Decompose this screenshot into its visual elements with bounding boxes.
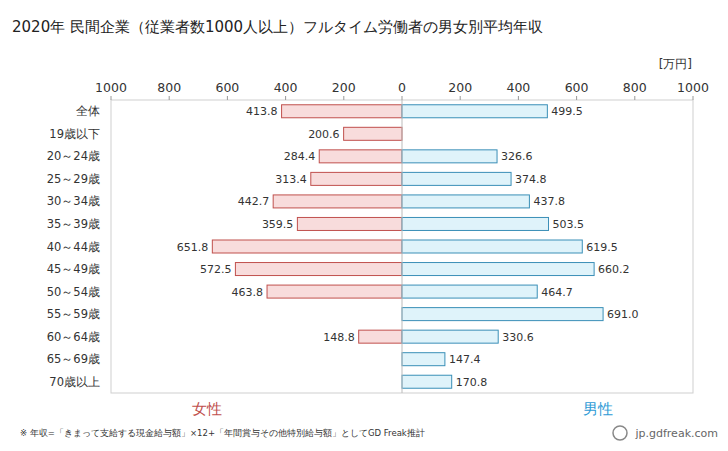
category-label: 40～44歳 bbox=[47, 240, 100, 254]
tick-label: 600 bbox=[215, 80, 239, 95]
bar bbox=[402, 150, 497, 163]
category-label: 19歳以下 bbox=[49, 127, 100, 141]
tick-label: 400 bbox=[506, 80, 530, 95]
bar bbox=[273, 195, 402, 208]
axis-unit: [万円] bbox=[659, 57, 692, 71]
tick-mark bbox=[169, 96, 170, 100]
tick-label: 800 bbox=[157, 80, 181, 95]
bar bbox=[402, 375, 452, 388]
bar bbox=[311, 172, 402, 185]
bar bbox=[235, 263, 402, 276]
data-label: 619.5 bbox=[586, 241, 618, 254]
tick-label: 800 bbox=[623, 80, 647, 95]
data-label: 148.8 bbox=[323, 331, 355, 344]
data-label: 660.2 bbox=[598, 263, 630, 276]
bar bbox=[267, 285, 402, 298]
data-label: 499.5 bbox=[551, 105, 583, 118]
data-label: 691.0 bbox=[607, 308, 639, 321]
data-label: 170.8 bbox=[456, 376, 488, 389]
tick-mark bbox=[343, 96, 344, 100]
category-label: 65～69歳 bbox=[47, 352, 100, 366]
bar bbox=[402, 217, 549, 230]
data-label: 284.4 bbox=[284, 150, 316, 163]
bar bbox=[402, 105, 547, 118]
data-label: 200.6 bbox=[308, 128, 340, 141]
bar bbox=[402, 240, 582, 253]
data-label: 437.8 bbox=[533, 195, 565, 208]
category-label: 全体 bbox=[76, 104, 100, 118]
bars bbox=[212, 105, 603, 388]
data-label: 413.8 bbox=[246, 105, 278, 118]
tick-label: 600 bbox=[565, 80, 589, 95]
bar bbox=[402, 330, 498, 343]
chart: 2020年 民間企業（従業者数1000人以上）フルタイム労働者の男女別平均年収 [… bbox=[0, 0, 728, 451]
bar bbox=[402, 263, 594, 276]
bar bbox=[297, 217, 402, 230]
logo bbox=[613, 426, 627, 440]
data-label: 442.7 bbox=[238, 195, 270, 208]
data-label: 313.4 bbox=[275, 173, 307, 186]
tick-label: 0 bbox=[398, 80, 406, 95]
tick-label: 400 bbox=[274, 80, 298, 95]
category-label: 60～64歳 bbox=[47, 330, 100, 344]
bar bbox=[402, 172, 511, 185]
center-axis bbox=[402, 100, 403, 393]
data-label: 651.8 bbox=[177, 241, 209, 254]
tick-mark bbox=[460, 96, 461, 100]
data-label: 330.6 bbox=[502, 331, 534, 344]
background bbox=[0, 0, 728, 451]
bar bbox=[402, 195, 529, 208]
tick-mark bbox=[227, 96, 228, 100]
bar bbox=[402, 308, 603, 321]
category-label: 30～34歳 bbox=[47, 194, 100, 208]
source: jp.gdfreak.com bbox=[634, 427, 718, 440]
data-label: 503.5 bbox=[553, 218, 585, 231]
plot-frame bbox=[111, 100, 693, 393]
category-label: 50～54歳 bbox=[47, 285, 100, 299]
tick-label: 200 bbox=[448, 80, 472, 95]
bar bbox=[319, 150, 402, 163]
category-label: 55～59歳 bbox=[47, 307, 100, 321]
tick-mark bbox=[693, 96, 694, 100]
category-label: 20～24歳 bbox=[47, 149, 100, 163]
data-label: 464.7 bbox=[541, 286, 573, 299]
category-label: 70歳以上 bbox=[49, 375, 100, 389]
tick-label: 1000 bbox=[95, 80, 127, 95]
data-label: 572.5 bbox=[200, 263, 232, 276]
tick-mark bbox=[285, 96, 286, 100]
tick-label: 200 bbox=[332, 80, 356, 95]
tick-mark bbox=[576, 96, 577, 100]
tick-mark bbox=[111, 96, 112, 100]
note: ※ 年収=「きまって支給する現金給与額」×12+「年間賞与その他特別給与額」とし… bbox=[20, 428, 425, 438]
bar bbox=[212, 240, 402, 253]
bar bbox=[282, 105, 402, 118]
title: 2020年 民間企業（従業者数1000人以上）フルタイム労働者の男女別平均年収 bbox=[12, 18, 543, 36]
bar bbox=[402, 353, 445, 366]
category-label: 35～39歳 bbox=[47, 217, 100, 231]
tick-mark bbox=[634, 96, 635, 100]
data-label: 147.4 bbox=[449, 353, 481, 366]
bar bbox=[359, 330, 402, 343]
data-label: 374.8 bbox=[515, 173, 547, 186]
bar bbox=[344, 127, 402, 140]
category-label: 45～49歳 bbox=[47, 262, 100, 276]
category-label: 25～29歳 bbox=[47, 172, 100, 186]
legend-label: 男性 bbox=[583, 400, 613, 418]
tick-mark bbox=[518, 96, 519, 100]
data-label: 359.5 bbox=[262, 218, 294, 231]
data-label: 326.6 bbox=[501, 150, 533, 163]
bar bbox=[402, 285, 537, 298]
legend-label: 女性 bbox=[192, 400, 222, 418]
tick-label: 1000 bbox=[677, 80, 709, 95]
tick-mark bbox=[402, 96, 403, 100]
data-label: 463.8 bbox=[232, 286, 264, 299]
